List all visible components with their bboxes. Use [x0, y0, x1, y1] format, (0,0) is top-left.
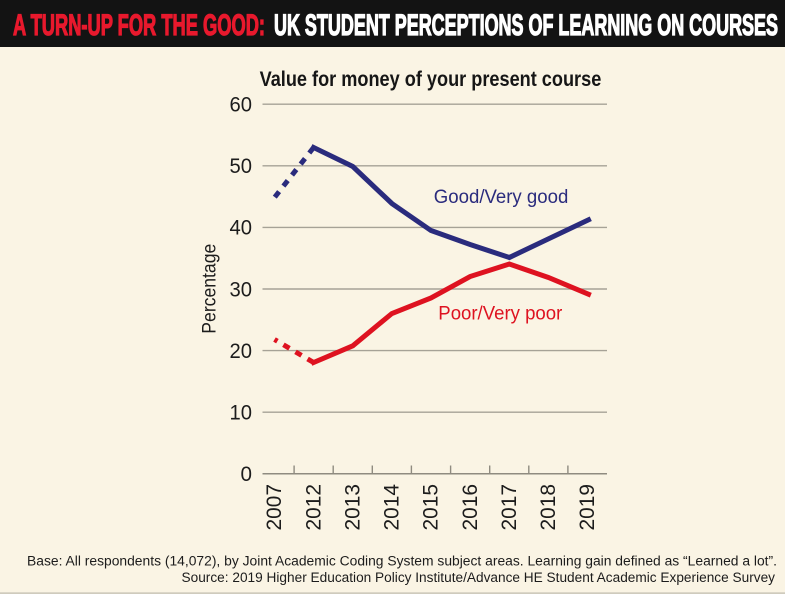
svg-text:2016: 2016 [458, 484, 482, 531]
svg-text:Source: 2019 Higher Education: Source: 2019 Higher Education Policy Ins… [182, 570, 776, 585]
svg-text:0: 0 [241, 462, 253, 486]
svg-text:2018: 2018 [536, 484, 560, 531]
svg-text:Value for money of your presen: Value for money of your present course [260, 67, 602, 91]
svg-text:Percentage: Percentage [199, 244, 221, 334]
svg-text:A TURN-UP FOR THE GOOD:: A TURN-UP FOR THE GOOD: [13, 9, 265, 42]
svg-text:2012: 2012 [301, 484, 325, 531]
svg-text:2019: 2019 [575, 484, 599, 531]
svg-text:30: 30 [230, 277, 253, 301]
svg-text:50: 50 [230, 154, 253, 178]
svg-text:2017: 2017 [497, 484, 521, 531]
svg-text:60: 60 [230, 93, 253, 117]
svg-text:Poor/Very poor: Poor/Very poor [438, 302, 562, 324]
svg-text:2007: 2007 [262, 484, 286, 531]
svg-text:20: 20 [230, 339, 253, 363]
svg-text:2015: 2015 [419, 484, 443, 531]
svg-text:2014: 2014 [380, 484, 404, 531]
svg-text:10: 10 [230, 401, 253, 425]
svg-text:UK STUDENT PERCEPTIONS OF LEAR: UK STUDENT PERCEPTIONS OF LEARNING ON CO… [274, 9, 778, 42]
svg-text:Base: All respondents (14,072): Base: All respondents (14,072), by Joint… [27, 554, 777, 569]
svg-text:2013: 2013 [341, 484, 365, 531]
svg-text:40: 40 [230, 216, 253, 240]
svg-text:Good/Very good: Good/Very good [434, 186, 569, 208]
